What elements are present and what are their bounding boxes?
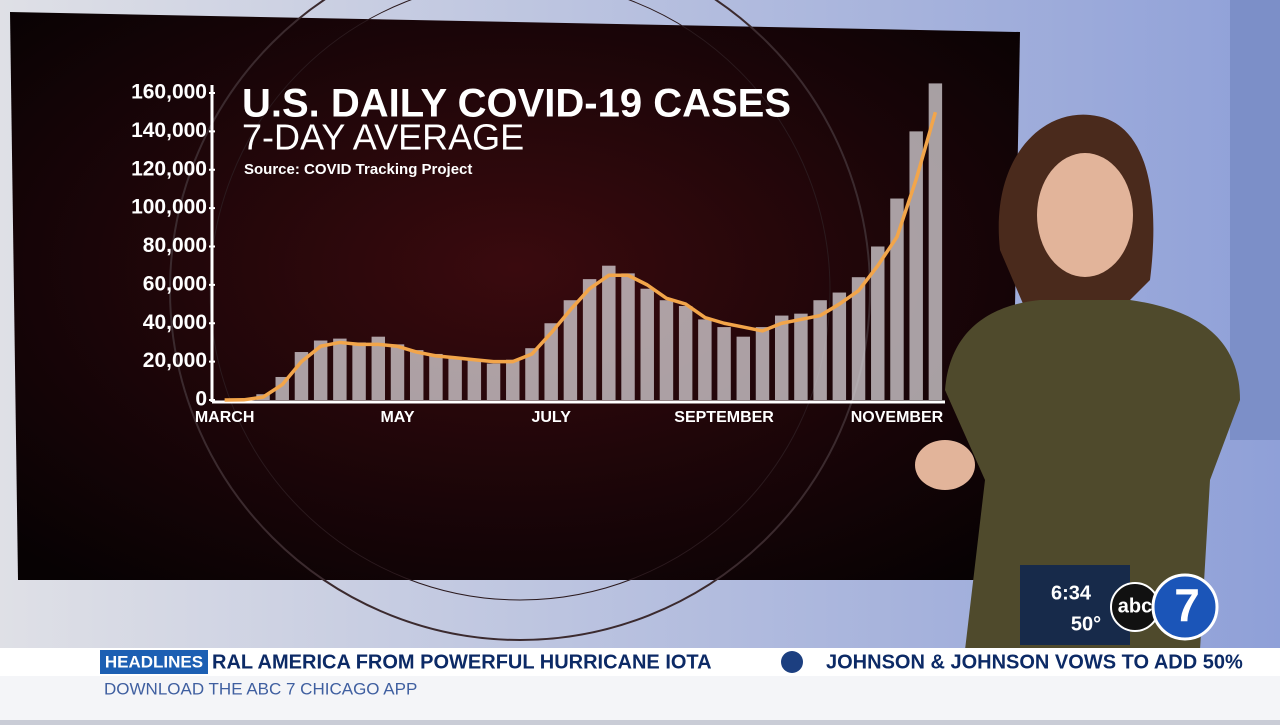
y-tick-label: 160,000 [131, 81, 207, 104]
channel-logo [1151, 573, 1219, 641]
time: 6:34 [1051, 582, 1092, 604]
bar [352, 342, 366, 400]
y-tick-label: 20,000 [143, 349, 207, 372]
bar [333, 338, 347, 400]
chart-subtitle: 7-DAY AVERAGE [242, 117, 524, 158]
presenter [915, 114, 1240, 650]
bar [832, 292, 847, 400]
channel-number: 7 [1174, 579, 1200, 631]
x-tick-label: SEPTEMBER [674, 409, 774, 426]
bar [467, 359, 482, 400]
bar [871, 246, 885, 400]
bar [602, 265, 616, 400]
bar [486, 363, 501, 400]
bar [429, 353, 443, 400]
x-tick-label: MARCH [195, 409, 255, 426]
bar [909, 131, 923, 400]
bar [678, 305, 693, 400]
bar [563, 300, 578, 400]
bar [851, 277, 866, 400]
x-tick-label: NOVEMBER [851, 409, 944, 426]
ticker-band [0, 648, 1280, 676]
bar [525, 348, 539, 400]
bar [621, 273, 635, 400]
ticker-item: RAL AMERICA FROM POWERFUL HURRICANE IOTA [212, 651, 712, 673]
x-tick-label: JULY [531, 409, 571, 426]
y-tick-label: 60,000 [143, 272, 207, 295]
bar [774, 315, 789, 400]
decor-ring [209, 0, 831, 601]
chart-title: U.S. DAILY COVID-19 CASES [242, 82, 791, 126]
bar [698, 319, 712, 400]
chart-source: Source: COVID Tracking Project [244, 161, 472, 178]
ticker-subline: DOWNLOAD THE ABC 7 CHICAGO APP [104, 679, 417, 698]
bar [659, 300, 674, 400]
bar [890, 198, 904, 400]
bar [313, 340, 328, 400]
y-tick-label: 0 [195, 388, 207, 411]
x-tick-label: MAY [380, 409, 414, 426]
plot: 0 20,000 40,000 60,000 80,000 100,000 120,000 1… [131, 81, 944, 427]
y-tick-label: 40,000 [143, 311, 207, 334]
bar [371, 336, 386, 400]
ticker-separator [781, 651, 803, 673]
ticker-label: HEADLINES [105, 652, 203, 671]
studio-window [1230, 0, 1280, 440]
bar [794, 313, 808, 400]
decor-ring [169, 0, 871, 641]
y-tick-label: 120,000 [131, 157, 207, 180]
trend-line [224, 111, 938, 402]
bar [448, 357, 462, 400]
bar [928, 83, 943, 400]
bar [755, 327, 770, 400]
video-wall [10, 12, 1020, 580]
y-tick-label: 100,000 [131, 196, 207, 219]
bar [506, 359, 520, 400]
ticker-subband [0, 676, 1280, 720]
y-tick-label: 80,000 [143, 234, 207, 257]
bar [640, 288, 654, 400]
bar [544, 323, 558, 400]
ticker-item: JOHNSON & JOHNSON VOWS TO ADD 50% [826, 651, 1243, 673]
bar [390, 344, 405, 400]
bar [409, 350, 424, 400]
bar [813, 300, 827, 400]
y-tick-label: 140,000 [131, 119, 207, 142]
bar [717, 327, 731, 400]
temperature: 50° [1071, 613, 1101, 635]
ticker-label-box [100, 650, 208, 674]
bar [582, 279, 597, 400]
bar [736, 336, 751, 400]
abc-text: abc [1118, 595, 1152, 617]
